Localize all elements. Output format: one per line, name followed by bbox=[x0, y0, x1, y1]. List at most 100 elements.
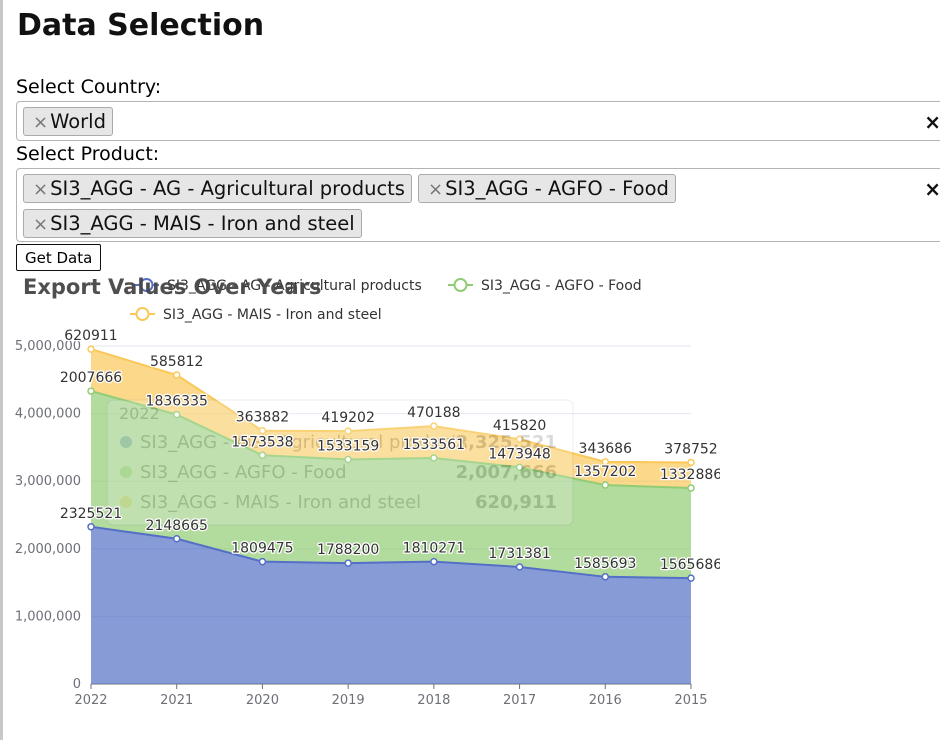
line-series-2 bbox=[90, 348, 692, 464]
y-tick-label: 3,000,000 bbox=[15, 474, 81, 489]
tooltip-series-name: SI3_AGG - AGFO - Food bbox=[140, 462, 347, 483]
data-label: 2325521 bbox=[60, 506, 122, 522]
tooltip-series-name: SI3_AGG - MAIS - Iron and steel bbox=[140, 492, 421, 513]
data-label: 419202 bbox=[321, 410, 374, 426]
product-tags: × SI3_AGG - AG - Agricultural products × SI… bbox=[23, 174, 903, 244]
data-point bbox=[258, 451, 267, 460]
tag-remove-icon[interactable]: × bbox=[33, 214, 49, 235]
data-point bbox=[87, 387, 95, 395]
data-point bbox=[87, 523, 95, 531]
data-point bbox=[515, 463, 524, 472]
data-point bbox=[687, 484, 695, 492]
product-label: Select Product: bbox=[16, 143, 160, 165]
x-tick-label: 2017 bbox=[503, 693, 536, 708]
country-select[interactable]: × World × bbox=[16, 101, 940, 141]
y-tick-label: 4,000,000 bbox=[15, 407, 81, 422]
legend-label: SI3_AGG - MAIS - Iron and steel bbox=[163, 307, 382, 323]
tag-remove-icon[interactable]: × bbox=[33, 112, 49, 133]
product-select[interactable]: × SI3_AGG - AG - Agricultural products × SI… bbox=[16, 168, 940, 242]
tooltip-box bbox=[106, 399, 574, 526]
area-series-1 bbox=[91, 391, 691, 579]
country-clear-icon[interactable]: × bbox=[924, 110, 940, 134]
data-point bbox=[344, 559, 352, 567]
y-tick-label: 2,000,000 bbox=[15, 542, 81, 557]
product-clear-icon[interactable]: × bbox=[924, 177, 940, 201]
x-tick-label: 2020 bbox=[246, 693, 279, 708]
area-series-2 bbox=[91, 349, 691, 489]
data-label: 415820 bbox=[493, 418, 546, 434]
product-tag-ag: × SI3_AGG - AG - Agricultural products bbox=[23, 174, 412, 203]
data-point bbox=[601, 458, 610, 466]
data-label: 1810271 bbox=[403, 541, 465, 557]
tag-remove-icon[interactable]: × bbox=[427, 179, 444, 200]
country-tag-world: × World bbox=[23, 107, 113, 136]
tooltip-marker bbox=[120, 436, 132, 448]
y-tick-label: 5,000,000 bbox=[15, 339, 81, 354]
product-tag-label: SI3_AGG - AG - Agricultural products bbox=[50, 177, 405, 200]
data-label: 1573538 bbox=[231, 434, 293, 450]
tooltip-marker bbox=[120, 466, 132, 478]
data-point bbox=[87, 345, 95, 353]
legend-label: SI3_AGG - AG - Agricultural products bbox=[167, 278, 422, 294]
data-point bbox=[344, 427, 352, 435]
product-tag-label: SI3_AGG - AGFO - Food bbox=[445, 177, 669, 200]
get-data-button[interactable]: Get Data bbox=[16, 244, 102, 271]
data-label: 2148665 bbox=[146, 518, 208, 534]
x-tick-label: 2022 bbox=[74, 693, 107, 708]
data-label: 363882 bbox=[236, 410, 289, 426]
line-series-1 bbox=[90, 390, 692, 490]
tooltip-series-name: SI3_AGG - AG - Agricultural products bbox=[140, 432, 468, 453]
data-point bbox=[258, 426, 267, 435]
data-point bbox=[601, 573, 610, 581]
data-point bbox=[515, 435, 524, 443]
product-tag-agfo: × SI3_AGG - AGFO - Food bbox=[417, 174, 676, 203]
data-label: 1731381 bbox=[488, 546, 550, 562]
data-label: 1332886 bbox=[660, 467, 720, 483]
data-label: 1585693 bbox=[574, 556, 636, 572]
data-label: 1565686 bbox=[660, 557, 720, 573]
data-point bbox=[687, 458, 695, 467]
country-label: Select Country: bbox=[16, 76, 162, 98]
tooltip-header: 2022 bbox=[119, 404, 160, 423]
data-label: 1533561 bbox=[403, 437, 465, 453]
x-tick-label: 2019 bbox=[332, 693, 365, 708]
page-left-border bbox=[0, 0, 3, 740]
legend-icon bbox=[453, 278, 468, 292]
data-point bbox=[172, 410, 181, 419]
data-point bbox=[601, 481, 610, 489]
x-tick-label: 2021 bbox=[160, 693, 193, 708]
x-tick-label: 2015 bbox=[674, 693, 707, 708]
y-tick-label: 0 bbox=[73, 677, 81, 692]
legend-label: SI3_AGG - AGFO - Food bbox=[481, 278, 642, 294]
tooltip-marker bbox=[120, 496, 132, 508]
tooltip-value: 2,007,666 bbox=[456, 462, 557, 483]
data-label: 378752 bbox=[664, 441, 717, 457]
data-label: 1357202 bbox=[574, 464, 636, 480]
data-point bbox=[687, 574, 695, 582]
x-tick-label: 2018 bbox=[417, 693, 450, 708]
data-label: 343686 bbox=[579, 441, 633, 457]
data-label: 585812 bbox=[150, 354, 203, 370]
legend-icon bbox=[139, 278, 154, 292]
data-label: 620911 bbox=[64, 328, 117, 344]
chart-title: Export Values Over Years bbox=[23, 275, 322, 299]
data-label: 470188 bbox=[407, 405, 460, 421]
country-tags: × World bbox=[23, 107, 903, 142]
product-tag-label: SI3_AGG - MAIS - Iron and steel bbox=[50, 212, 355, 235]
data-label: 1788200 bbox=[317, 542, 379, 558]
data-point bbox=[172, 535, 181, 543]
tooltip-value: 2,325,521 bbox=[456, 432, 557, 453]
area-series-0 bbox=[91, 526, 691, 684]
data-point bbox=[258, 557, 267, 566]
data-point bbox=[344, 455, 352, 464]
tooltip-value: 620,911 bbox=[475, 492, 557, 513]
export-values-chart: 0 1,000,000 2,000,000 3,000,000 4,000,000 5,0… bbox=[15, 275, 720, 708]
product-tag-mais: × SI3_AGG - MAIS - Iron and steel bbox=[23, 209, 362, 238]
x-tick-label: 2016 bbox=[589, 693, 622, 708]
tag-remove-icon[interactable]: × bbox=[33, 179, 49, 200]
line-series-0 bbox=[90, 525, 692, 580]
page-title: Data Selection bbox=[17, 8, 265, 43]
data-label: 1533159 bbox=[317, 438, 379, 454]
data-point bbox=[430, 422, 438, 430]
legend-icon bbox=[135, 307, 150, 321]
